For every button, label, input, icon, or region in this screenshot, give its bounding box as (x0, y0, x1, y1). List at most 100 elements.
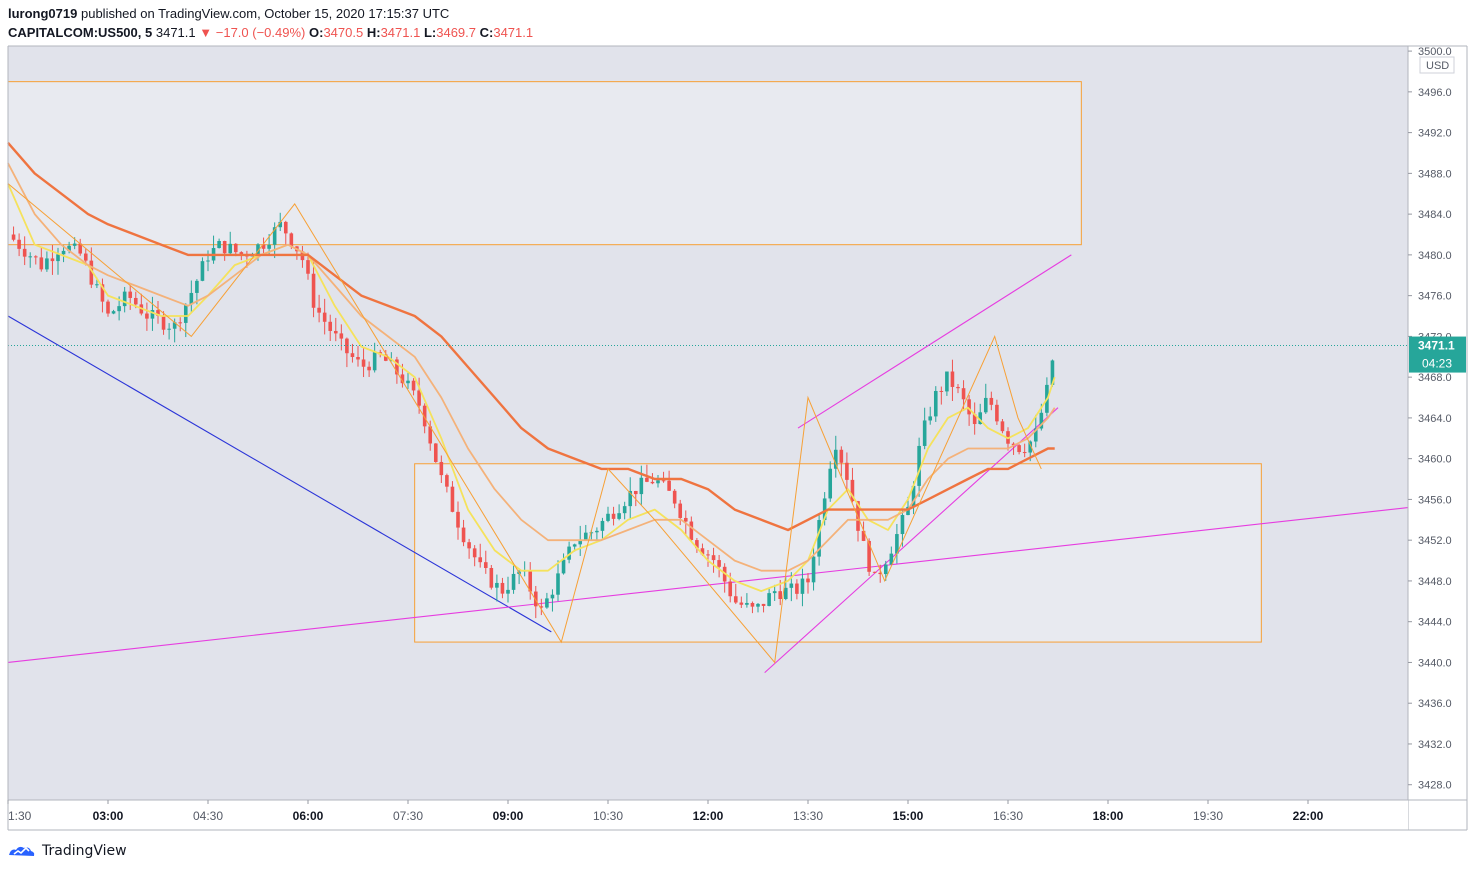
candle-body[interactable] (567, 546, 571, 560)
candle-body[interactable] (717, 560, 721, 567)
candle-body[interactable] (861, 530, 866, 541)
candle-body[interactable] (878, 572, 883, 575)
candle-body[interactable] (111, 311, 116, 314)
candle-body[interactable] (511, 573, 516, 590)
candle-body[interactable] (545, 598, 549, 608)
candle-body[interactable] (422, 405, 427, 427)
candle-body[interactable] (961, 388, 966, 400)
candle-body[interactable] (217, 240, 221, 249)
candle-body[interactable] (767, 593, 771, 606)
candle-body[interactable] (311, 273, 316, 308)
candle-body[interactable] (733, 596, 738, 603)
candle-body[interactable] (822, 498, 827, 521)
candle-body[interactable] (833, 449, 838, 469)
candle-body[interactable] (28, 256, 33, 258)
moving-average-1[interactable] (7, 183, 1056, 592)
candle-body[interactable] (183, 304, 188, 323)
candle-body[interactable] (89, 260, 94, 285)
candle-body[interactable] (1011, 443, 1016, 446)
candle-body[interactable] (189, 292, 194, 305)
candle-body[interactable] (617, 513, 621, 519)
candle-body[interactable] (117, 306, 121, 312)
candle-body[interactable] (322, 312, 327, 322)
candle-body[interactable] (817, 520, 821, 557)
candle-body[interactable] (56, 254, 60, 262)
candle-body[interactable] (195, 280, 199, 293)
candle-body[interactable] (950, 371, 955, 387)
candle-body[interactable] (756, 603, 760, 607)
candle-body[interactable] (939, 390, 944, 392)
candle-body[interactable] (406, 380, 410, 384)
candle-body[interactable] (600, 520, 605, 531)
candle-body[interactable] (200, 261, 205, 281)
candle-body[interactable] (372, 352, 377, 371)
candle-body[interactable] (572, 544, 577, 547)
trend-line-2[interactable] (7, 507, 1409, 663)
candle-body[interactable] (239, 252, 244, 256)
candle-body[interactable] (78, 243, 83, 254)
candle-body[interactable] (828, 468, 833, 499)
candle-body[interactable] (683, 517, 688, 522)
candle-body[interactable] (156, 310, 160, 316)
candle-body[interactable] (995, 404, 999, 422)
candle-body[interactable] (483, 562, 488, 569)
price-axis[interactable] (1408, 46, 1468, 800)
candle-body[interactable] (178, 322, 183, 324)
candle-body[interactable] (578, 539, 583, 545)
candle-body[interactable] (167, 328, 171, 330)
candle-body[interactable] (361, 359, 366, 367)
candle-body[interactable] (711, 555, 716, 561)
candle-body[interactable] (328, 321, 333, 331)
candle-body[interactable] (95, 284, 99, 286)
candle-body[interactable] (967, 399, 971, 415)
candle-body[interactable] (272, 227, 277, 245)
candle-body[interactable] (367, 366, 371, 371)
candle-body[interactable] (161, 315, 166, 330)
candle-body[interactable] (645, 477, 649, 482)
candle-body[interactable] (467, 542, 471, 549)
candle-body[interactable] (989, 397, 994, 405)
candle-body[interactable] (456, 511, 460, 528)
candle-body[interactable] (750, 602, 755, 607)
candle-body[interactable] (1050, 360, 1055, 385)
candle-body[interactable] (672, 490, 677, 504)
candle-body[interactable] (806, 578, 810, 583)
candle-body[interactable] (72, 243, 77, 246)
candle-body[interactable] (978, 412, 983, 425)
plot-area[interactable] (8, 46, 1408, 800)
candle-body[interactable] (1000, 421, 1005, 432)
candle-body[interactable] (695, 540, 699, 549)
candle-body[interactable] (661, 480, 666, 482)
time-axis[interactable] (8, 800, 1408, 830)
candle-body[interactable] (172, 322, 177, 329)
candle-body[interactable] (317, 307, 321, 313)
candle-body[interactable] (783, 587, 788, 600)
candle-body[interactable] (306, 260, 310, 274)
candle-body[interactable] (539, 606, 544, 608)
candle-body[interactable] (439, 461, 444, 476)
candle-body[interactable] (1033, 428, 1038, 442)
candle-body[interactable] (595, 530, 599, 533)
candle-body[interactable] (206, 260, 210, 262)
tradingview-logo-icon[interactable] (8, 843, 36, 859)
candle-body[interactable] (356, 357, 360, 360)
candle-body[interactable] (772, 591, 777, 594)
candle-body[interactable] (128, 291, 133, 298)
candle-body[interactable] (339, 333, 344, 339)
candle-body[interactable] (795, 583, 799, 594)
candle-body[interactable] (983, 397, 988, 413)
candle-body[interactable] (811, 556, 816, 583)
candle-body[interactable] (706, 554, 710, 556)
candle-body[interactable] (639, 477, 644, 495)
candle-body[interactable] (350, 353, 355, 358)
candle-body[interactable] (606, 513, 610, 521)
candle-body[interactable] (845, 462, 849, 480)
candle-body[interactable] (889, 553, 894, 565)
candle-body[interactable] (289, 233, 294, 247)
candle-body[interactable] (528, 570, 533, 592)
candle-body[interactable] (100, 284, 105, 302)
candle-body[interactable] (850, 479, 855, 502)
candle-body[interactable] (450, 486, 455, 512)
candle-body[interactable] (17, 239, 21, 249)
candle-body[interactable] (650, 481, 655, 484)
